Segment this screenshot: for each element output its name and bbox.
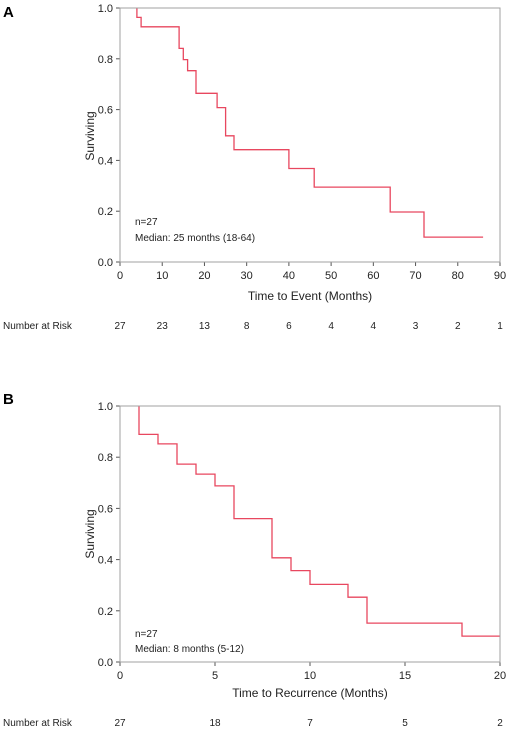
panel-a-y-tick-label: 0.0 (98, 257, 113, 269)
panel-b-risk-count: 7 (307, 718, 313, 729)
panel-b-risk-count: 27 (114, 718, 126, 729)
panel-b-y-tick-label: 0.2 (98, 606, 113, 618)
panel-a-risk-count: 4 (371, 321, 377, 332)
panel-a-risk-count: 1 (497, 321, 503, 332)
panel-a-x-tick-label: 40 (283, 270, 295, 282)
panel-b-y-tick-label: 0.4 (98, 555, 113, 567)
panel-b-x-axis-title: Time to Recurrence (Months) (232, 686, 388, 700)
panel-a-x-tick-label: 80 (452, 270, 464, 282)
panel-a-plot-frame (119, 7, 501, 263)
panel-a: A 0 10 20 30 40 50 60 70 80 900.00.20.40.60.81.0 … (3, 3, 506, 332)
panel-a-x-tick-label: 90 (494, 270, 506, 282)
panel-a-y-tick-label: 1.0 (98, 3, 113, 15)
panel-a-x-tick-label: 70 (409, 270, 421, 282)
panel-b-median-annotation: Median: 8 months (5-12) (135, 644, 244, 655)
panel-a-risk-count: 4 (328, 321, 334, 332)
panel-a-curve-group (136, 8, 484, 238)
panel-a-x-tick-label: 50 (325, 270, 337, 282)
panel-a-survival-curve (136, 8, 484, 238)
panel-b-x-tick-label: 20 (494, 670, 506, 682)
panel-a-risk-count: 6 (286, 321, 292, 332)
panel-b-risk-count: 5 (402, 718, 408, 729)
panel-b-plot-frame (119, 405, 501, 663)
panel-b-risk-count: 18 (209, 718, 221, 729)
panel-a-y-axis-title: Surviving (83, 111, 97, 160)
panel-a-risk-count: 2 (455, 321, 461, 332)
panel-a-x-axis-title: Time to Event (Months) (248, 289, 372, 303)
panel-b-y-axis-title: Surviving (83, 509, 97, 558)
panel-a-y-tick-label: 0.4 (98, 155, 113, 167)
panel-a-x-tick-label: 0 (117, 270, 123, 282)
panel-b-risk-table-label: Number at Risk (3, 718, 73, 729)
panel-b-label: B (3, 391, 14, 408)
panel-a-x-tick-label: 60 (367, 270, 379, 282)
panel-a-risk-table-label: Number at Risk (3, 321, 73, 332)
panel-b-n-annotation: n=27 (135, 629, 158, 640)
panel-b-survival-curve (138, 406, 500, 637)
panel-a-risk-count: 27 (114, 321, 126, 332)
panel-a-y-tick-label: 0.2 (98, 206, 113, 218)
panel-b-curve-group (138, 406, 500, 637)
panel-a-risk-counts: 27 23 13 8 6 4 4 3 2 1 (114, 321, 503, 332)
panel-b-y-tick-label: 0.8 (98, 452, 113, 464)
panel-a-ticks: 0 10 20 30 40 50 60 70 80 90 0.0 0.2 0.4 0.6 0.8 1.0 (98, 3, 506, 282)
panel-a-x-tick-label: 30 (241, 270, 253, 282)
panel-b-y-tick-label: 0.0 (98, 657, 113, 669)
panel-b: B 0 5 10 15 20 0.0 0.2 0.4 0.6 0.8 1.0 n=27 Median… (3, 391, 506, 729)
panel-a-y-tick-label: 0.6 (98, 105, 113, 117)
panel-a-n-annotation: n=27 (135, 217, 158, 228)
panel-b-x-tick-label: 0 (117, 670, 123, 682)
panel-a-x-tick-label: 20 (198, 270, 210, 282)
panel-b-x-tick-label: 5 (212, 670, 218, 682)
panel-a-y-tick-label: 0.8 (98, 54, 113, 66)
panel-b-y-tick-label: 1.0 (98, 401, 113, 413)
panel-b-ticks: 0 5 10 15 20 0.0 0.2 0.4 0.6 0.8 1.0 (98, 401, 506, 682)
panel-a-median-annotation: Median: 25 months (18-64) (135, 233, 255, 244)
panel-b-y-tick-label: 0.6 (98, 503, 113, 515)
panel-a-x-tick-label: 10 (156, 270, 168, 282)
panel-b-x-tick-label: 10 (304, 670, 316, 682)
panel-a-risk-count: 23 (157, 321, 169, 332)
panel-a-risk-count: 8 (244, 321, 250, 332)
panel-a-risk-count: 13 (199, 321, 211, 332)
panel-a-risk-count: 3 (413, 321, 419, 332)
panel-b-x-tick-label: 15 (399, 670, 411, 682)
panel-b-risk-count: 2 (497, 718, 503, 729)
panel-b-risk-counts: 27 18 7 5 2 (114, 718, 503, 729)
panel-a-label: A (3, 4, 14, 21)
